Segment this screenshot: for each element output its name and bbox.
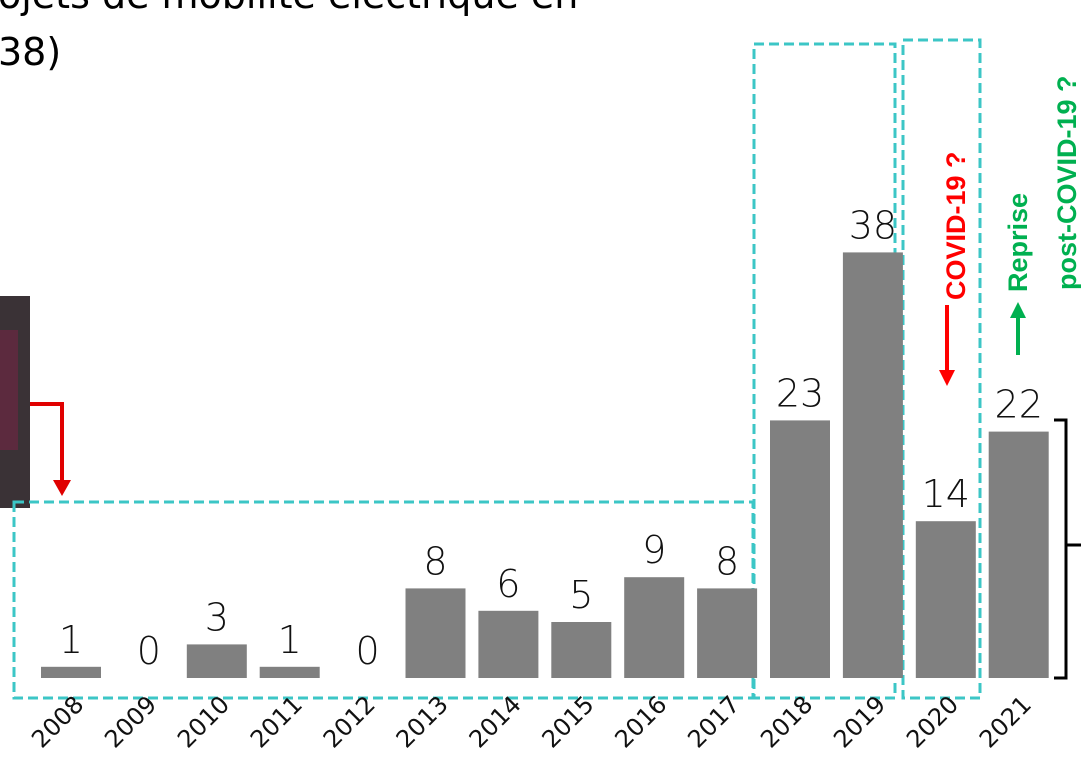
arrow [939, 370, 955, 386]
value-label: 1 [59, 618, 83, 662]
arrow [30, 402, 64, 484]
x-tick-label: 2010 [172, 690, 235, 753]
bar [842, 252, 903, 678]
x-tick-label: 2019 [828, 690, 891, 753]
x-tick-label: 2012 [318, 690, 381, 753]
value-label: 9 [642, 528, 666, 572]
x-tick-label: 2011 [245, 690, 308, 753]
value-label: 3 [205, 595, 229, 639]
bar [259, 666, 320, 678]
value-label: 22 [995, 383, 1043, 427]
x-tick-label: 2013 [391, 690, 454, 753]
value-label: 8 [423, 539, 447, 583]
bar [41, 666, 101, 678]
arrow [1010, 302, 1026, 318]
x-tick-label: 2009 [99, 690, 162, 753]
photo [0, 330, 18, 450]
x-tick-label: 2018 [755, 690, 818, 753]
highlight-box [901, 38, 982, 700]
x-tick-label: 2008 [26, 690, 89, 753]
bar [551, 622, 612, 678]
bar [405, 588, 466, 678]
x-tick-label: 2015 [537, 690, 600, 753]
value-label: 1 [278, 618, 302, 662]
bar [988, 431, 1049, 678]
highlight-box [12, 500, 755, 700]
x-tick-label: 2017 [682, 690, 745, 753]
chart-title: ojets de mobilité électrique en [0, 0, 578, 17]
x-tick-label: 2020 [901, 690, 964, 753]
annotation: COVID-19 ? [941, 151, 971, 300]
value-label: 38 [849, 203, 897, 247]
value-label: 5 [569, 573, 593, 617]
value-label: 14 [922, 472, 970, 516]
value-label: 8 [715, 539, 739, 583]
bar [624, 577, 685, 678]
arrow [53, 480, 71, 496]
x-tick-label: 2014 [464, 690, 527, 753]
value-label: 23 [776, 371, 824, 415]
x-tick-label: 2016 [609, 690, 672, 753]
bar [186, 644, 247, 678]
value-label: 0 [137, 629, 161, 673]
value-label: 6 [496, 562, 520, 606]
annotation: Reprise [1003, 193, 1033, 292]
bar [770, 420, 830, 678]
chart-title: 38) [0, 30, 61, 74]
annotation: post-COVID-19 ? [1052, 75, 1081, 290]
value-label: 0 [356, 629, 380, 673]
bracket [1054, 418, 1081, 680]
bar [697, 588, 758, 678]
x-tick-label: 2021 [974, 690, 1037, 753]
bar [915, 521, 976, 678]
bar [478, 610, 539, 678]
